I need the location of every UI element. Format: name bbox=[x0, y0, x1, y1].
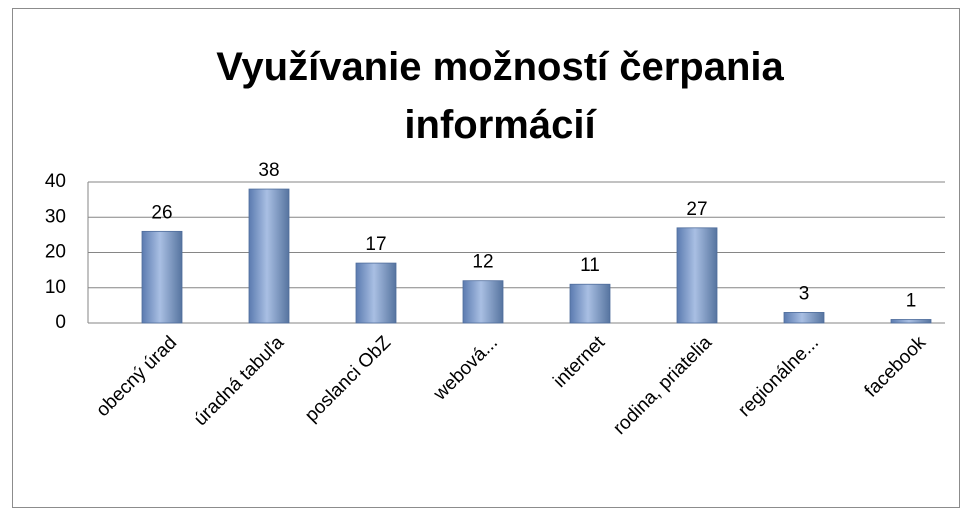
value-label: 38 bbox=[258, 160, 279, 181]
x-tick-label: regionálne... bbox=[734, 332, 823, 421]
value-label: 27 bbox=[686, 199, 707, 220]
value-label: 12 bbox=[472, 252, 493, 273]
value-label: 11 bbox=[580, 255, 600, 276]
x-tick-label: úradná tabuľa bbox=[190, 332, 288, 430]
bar bbox=[783, 312, 825, 324]
y-tick-label: 0 bbox=[55, 312, 66, 333]
value-label: 3 bbox=[799, 283, 810, 304]
x-tick-label: poslanci ObZ bbox=[301, 332, 395, 426]
chart-frame bbox=[12, 8, 960, 508]
bar bbox=[248, 188, 290, 324]
y-tick-label: 20 bbox=[45, 242, 66, 263]
bar bbox=[141, 230, 183, 324]
chart-title: Využívanie možností čerpania informácií bbox=[216, 45, 784, 147]
x-tick-label: internet bbox=[549, 332, 609, 392]
bar bbox=[355, 262, 397, 324]
value-label: 26 bbox=[151, 202, 172, 223]
x-tick-label: webová... bbox=[429, 332, 502, 405]
y-tick-label: 10 bbox=[45, 277, 66, 298]
x-tick-label: rodina, priatelia bbox=[609, 332, 716, 439]
bar bbox=[462, 280, 504, 324]
x-tick-label: facebook bbox=[861, 332, 931, 402]
y-tick-label: 40 bbox=[45, 171, 66, 192]
value-label: 17 bbox=[365, 234, 386, 255]
value-label: 1 bbox=[906, 290, 917, 311]
bar bbox=[569, 283, 611, 324]
bar bbox=[676, 227, 718, 324]
y-tick-label: 30 bbox=[45, 206, 66, 227]
x-tick-label: obecný úrad bbox=[92, 332, 181, 421]
bar bbox=[890, 319, 932, 324]
